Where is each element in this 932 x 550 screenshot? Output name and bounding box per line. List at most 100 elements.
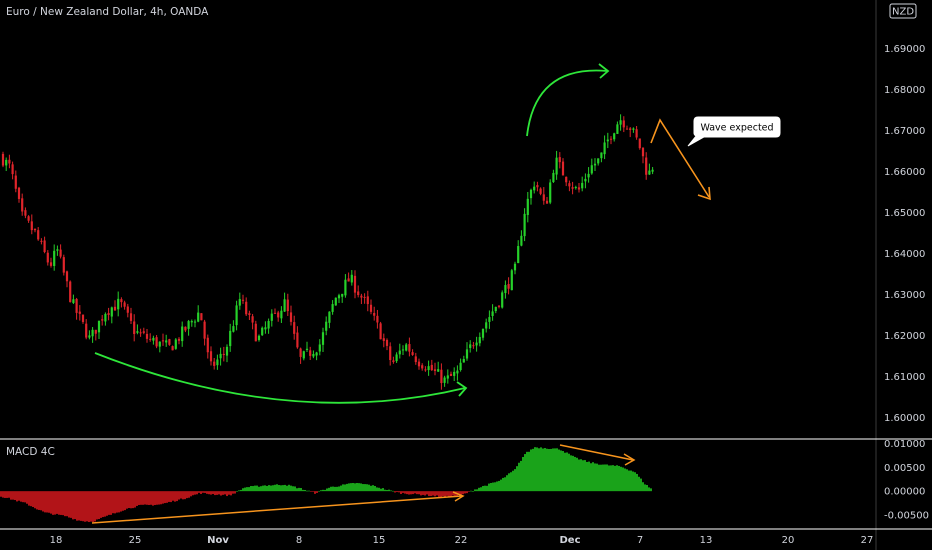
candle-body <box>248 313 251 315</box>
candle-body <box>85 323 88 338</box>
orange-wave-arrow <box>650 118 711 201</box>
macd-bar <box>286 485 288 492</box>
green-arc-path <box>526 69 608 137</box>
macd-bar <box>444 491 446 498</box>
callout-bubble-shape <box>687 116 781 147</box>
macd-divergence-lower <box>91 491 465 524</box>
candle-body <box>177 338 181 341</box>
candle-body <box>331 304 334 312</box>
price-tick-label: 1.60000 <box>884 413 925 424</box>
macd-bar <box>614 465 616 492</box>
macd-bar <box>166 491 168 503</box>
macd-bar <box>478 487 480 492</box>
price-tick-label: 1.63000 <box>884 290 925 301</box>
candle-body <box>456 370 459 374</box>
macd-bar <box>178 491 180 500</box>
candle-body <box>645 157 648 175</box>
candle-body <box>648 170 651 175</box>
currency-badge[interactable]: NZD <box>889 3 917 19</box>
candle-body <box>539 188 542 194</box>
macd-bar <box>310 491 312 492</box>
candle-body <box>81 314 85 323</box>
macd-axis[interactable]: 0.01000 0.00500 0.00000 -0.00500 <box>884 439 929 522</box>
macd-bar <box>222 491 224 495</box>
macd-bar <box>536 447 538 492</box>
time-axis[interactable]: 18 25 Nov 8 15 22 Dec 7 13 20 27 <box>50 535 874 546</box>
wave-expected-callout[interactable]: Wave expected <box>687 116 781 147</box>
macd-bar <box>260 486 262 492</box>
price-axis[interactable]: 1.69000 1.68000 1.67000 1.66000 1.65000 1.640… <box>884 44 925 424</box>
macd-bar <box>426 491 428 495</box>
macd-bar <box>610 465 612 492</box>
candle-body <box>446 375 449 379</box>
chart-title: Euro / New Zealand Dollar, 4h, OANDA <box>6 6 209 18</box>
candle-body <box>517 246 520 264</box>
macd-bar <box>266 485 268 492</box>
macd-bar <box>196 491 198 495</box>
time-tick-label: 18 <box>50 535 63 546</box>
macd-bar <box>126 491 128 509</box>
candle-body <box>443 377 446 383</box>
macd-bar <box>442 491 444 497</box>
currency-badge-label: NZD <box>892 7 914 18</box>
macd-bar <box>252 486 254 492</box>
candle-body <box>251 316 254 323</box>
macd-bar <box>158 491 160 505</box>
macd-bar <box>364 484 366 492</box>
macd-bar <box>328 487 330 492</box>
macd-bar <box>262 485 264 492</box>
macd-bar <box>254 485 256 492</box>
macd-bar <box>418 491 420 495</box>
candle-body <box>501 292 504 308</box>
candle-body <box>158 341 161 347</box>
candle-body <box>139 332 142 334</box>
macd-bar <box>496 481 498 492</box>
macd-bar <box>90 491 92 522</box>
macd-bar <box>280 485 282 492</box>
macd-bar <box>538 448 540 492</box>
candle-body <box>488 317 491 322</box>
candle-body <box>56 249 59 251</box>
candle-body <box>136 331 139 333</box>
macd-bar <box>322 489 324 492</box>
macd-bar <box>306 490 308 492</box>
macd-bar <box>636 473 638 492</box>
candle-body <box>606 139 609 142</box>
candle-body <box>449 373 453 376</box>
candle-body <box>395 354 398 362</box>
candle-body <box>257 335 261 341</box>
candle-body <box>478 337 481 344</box>
macd-bar <box>204 491 206 493</box>
macd-bar <box>32 491 34 508</box>
macd-bar <box>438 491 440 497</box>
macd-bar <box>352 482 354 492</box>
candle-body <box>17 187 21 199</box>
macd-histogram <box>0 447 652 523</box>
macd-bar <box>26 491 28 504</box>
candle-body <box>350 274 353 283</box>
candle-body <box>625 128 629 130</box>
macd-bar <box>488 483 490 492</box>
macd-bar <box>174 491 176 502</box>
macd-tick-label: 0.01000 <box>884 439 925 450</box>
candle-body <box>465 349 469 359</box>
candle-body <box>363 296 366 298</box>
macd-bar <box>68 491 70 518</box>
macd-bar <box>412 491 414 495</box>
candle-body <box>376 315 379 323</box>
macd-bar <box>114 491 116 514</box>
candle-body <box>321 332 325 345</box>
candle-body <box>1 153 5 166</box>
macd-bar <box>368 484 370 492</box>
macd-bar <box>10 491 12 500</box>
macd-bar <box>414 491 416 494</box>
macd-bar <box>0 491 2 497</box>
candle-body <box>565 176 568 183</box>
macd-bar <box>302 489 304 492</box>
candle-body <box>213 361 216 366</box>
macd-bar <box>462 491 464 495</box>
macd-bar <box>228 491 230 495</box>
macd-bar <box>292 486 294 492</box>
